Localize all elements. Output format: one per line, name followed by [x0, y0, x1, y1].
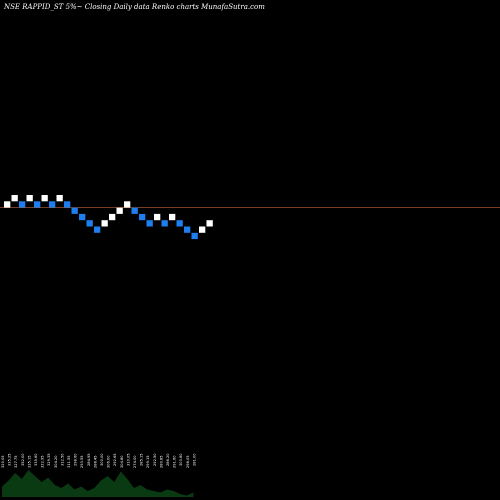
renko-brick-up	[101, 220, 108, 227]
volume-price-label: 335.60	[34, 453, 38, 466]
renko-brick-down	[49, 201, 56, 208]
volume-panel: 320.05 335.25 327.75 352.00 335.15 335.60 322.…	[1, 453, 196, 497]
volume-price-label: 285.15	[140, 453, 144, 466]
volume-price-label: 300.00	[100, 453, 104, 466]
volume-price-label: 306.00	[107, 455, 111, 468]
renko-brick-up	[199, 226, 206, 233]
renko-brick-down	[34, 201, 41, 208]
renko-brick-down	[79, 213, 86, 221]
volume-price-label: 303.80	[179, 453, 183, 466]
volume-price-label: 322.95	[41, 455, 45, 468]
brick-series	[4, 195, 213, 240]
volume-price-label: 320.05	[1, 455, 5, 468]
renko-brick-up	[206, 220, 213, 227]
renko-brick-up	[109, 213, 116, 221]
volume-price-label: 298.05	[186, 455, 190, 468]
renko-brick-up	[116, 207, 123, 214]
renko-brick-up	[124, 201, 131, 208]
volume-price-label: 311.55	[67, 455, 71, 468]
volume-price-label: 291.60	[173, 455, 177, 468]
volume-price-label: 329.35	[47, 453, 51, 466]
renko-brick-down	[19, 201, 26, 208]
volume-price-label: 286.20	[166, 453, 170, 466]
volume-area	[2, 470, 194, 497]
volume-price-label: 304.80	[120, 455, 124, 468]
chart-title: NSE RAPPID_ST 5%~ Closing Daily data Ren…	[3, 3, 265, 11]
volume-price-label: 281.00	[192, 453, 196, 466]
renko-brick-down	[191, 232, 198, 240]
renko-brick-down	[176, 220, 183, 227]
renko-brick-up	[56, 195, 63, 202]
volume-price-label: 310.05	[126, 453, 130, 466]
volume-price-label: 292.65	[113, 453, 117, 466]
volume-price-label: 292.50	[153, 453, 157, 466]
renko-brick-up	[41, 195, 48, 202]
volume-price-label: 335.25	[8, 453, 12, 466]
renko-brick-down	[64, 201, 71, 208]
renko-brick-down	[94, 226, 101, 233]
volume-price-label: 288.45	[93, 455, 97, 468]
renko-brick-up	[26, 195, 33, 202]
renko-brick-down	[139, 213, 146, 221]
renko-brick-down	[71, 207, 78, 214]
renko-brick-up	[169, 213, 176, 221]
volume-price-label: 312.50	[60, 453, 64, 466]
volume-price-label: 299.15	[146, 455, 150, 468]
volume-price-label: 335.15	[27, 455, 31, 468]
renko-brick-down	[146, 220, 153, 227]
renko-brick-down	[184, 226, 191, 233]
volume-price-label: 327.75	[14, 455, 18, 468]
renko-brick-down	[86, 220, 93, 227]
renko-brick-up	[11, 195, 18, 202]
volume-price-label: 352.00	[21, 453, 25, 466]
volume-price-label: 298.60	[74, 453, 78, 466]
volume-price-label: 304.20	[54, 455, 58, 468]
renko-brick-down	[131, 207, 138, 214]
volume-price-label: 284.95	[87, 453, 91, 466]
renko-brick-down	[161, 220, 168, 227]
volume-price-label: 293.55	[80, 455, 84, 468]
renko-brick-up	[154, 213, 161, 221]
volume-price-label: 274.00	[133, 455, 137, 468]
volume-price-label: 280.85	[159, 455, 163, 468]
renko-brick-up	[4, 201, 11, 208]
